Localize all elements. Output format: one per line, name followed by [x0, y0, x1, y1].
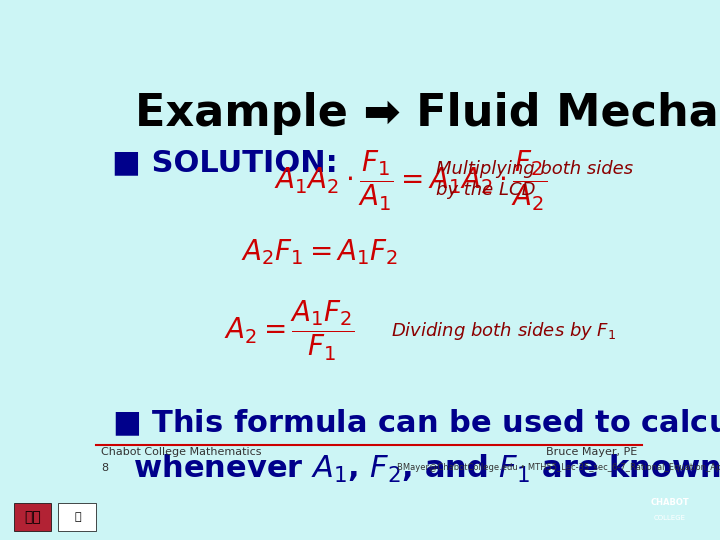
- Text: CHABOT: CHABOT: [650, 498, 689, 507]
- Text: $A_2 F_1 = A_1 F_2$: $A_2 F_1 = A_1 F_2$: [240, 237, 398, 267]
- Text: 🐻: 🐻: [74, 512, 81, 522]
- FancyBboxPatch shape: [14, 503, 50, 531]
- Text: 🇺🇸: 🇺🇸: [24, 510, 41, 524]
- Text: Bruce Mayer, PE: Bruce Mayer, PE: [546, 447, 637, 456]
- Text: BMayer@ChabotCollege.edu • MTH55_Lec-35_sec_6-7_Rational_Equation_Applications.p: BMayer@ChabotCollege.edu • MTH55_Lec-35_…: [397, 463, 720, 472]
- Text: Multiplying both sides
by the LCD: Multiplying both sides by the LCD: [436, 160, 633, 199]
- Text: 8: 8: [101, 463, 108, 473]
- FancyBboxPatch shape: [58, 503, 96, 531]
- Text: ■ SOLUTION:: ■ SOLUTION:: [112, 148, 338, 177]
- Text: ■ This formula can be used to calculate $A_2$
  whenever $A_1$, $F_2$, and $F_1$: ■ This formula can be used to calculate …: [112, 408, 720, 484]
- Text: $A_1 A_2 \cdot \dfrac{F_1}{A_1} = A_1 A_2 \cdot \dfrac{F_2}{A_2}$: $A_1 A_2 \cdot \dfrac{F_1}{A_1} = A_1 A_…: [274, 149, 547, 213]
- Text: Chabot College Mathematics: Chabot College Mathematics: [101, 447, 261, 456]
- Text: Dividing both sides by $F_1$: Dividing both sides by $F_1$: [392, 320, 616, 342]
- Text: COLLEGE: COLLEGE: [654, 515, 685, 522]
- Text: Example ➡ Fluid Mechanics: Example ➡ Fluid Mechanics: [135, 92, 720, 135]
- Text: $A_2 = \dfrac{A_1 F_2}{F_1}$: $A_2 = \dfrac{A_1 F_2}{F_1}$: [224, 299, 355, 363]
